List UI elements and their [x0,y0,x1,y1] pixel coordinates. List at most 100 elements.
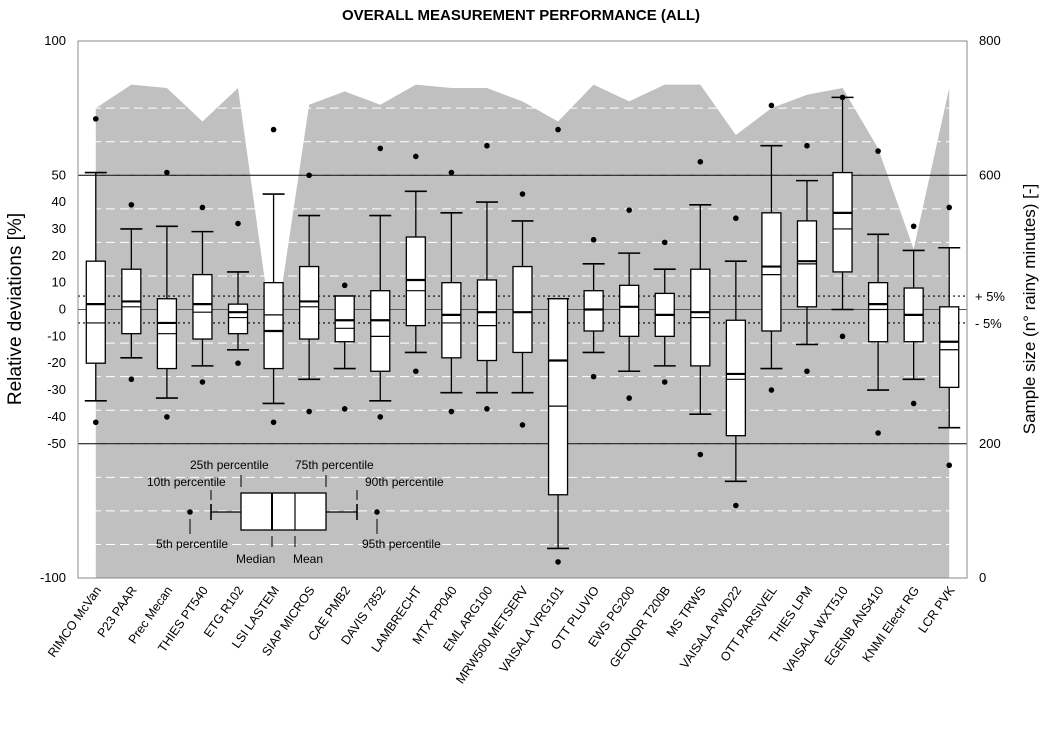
y-tick-label: 20 [52,248,66,263]
p95-point [946,204,953,211]
box-item [653,239,676,385]
y2-tick-label: 600 [979,167,1001,182]
y-tick-label: -10 [47,328,66,343]
box-item [120,201,143,383]
plot-frame [77,40,968,579]
legend-label-p95: 95th percentile [362,537,441,551]
box-item [191,204,214,385]
p5-point [92,419,99,426]
iqr-box [85,260,106,364]
legend-label-mean: Mean [293,552,323,566]
y2-tick-label: 800 [979,33,1001,48]
p95-point [697,159,704,165]
iqr-box [298,265,320,340]
y2-tick-label: 0 [979,570,986,585]
legend-box [240,492,327,531]
box-item [227,220,250,367]
p5-point [128,376,135,383]
y-tick-label: -20 [47,355,66,370]
p95-point [377,145,384,152]
legend-label-p25: 25th percentile [190,458,269,472]
p5-point [875,430,881,436]
p5-point [199,379,206,385]
iqr-box [583,290,604,332]
p95-point [448,169,455,176]
y-tick-label: 0 [59,302,66,317]
p95-point [270,126,277,133]
box-item [902,223,925,407]
y-tick-label: 50 [52,167,66,182]
legend-label-p90: 90th percentile [365,475,444,489]
box-item [867,148,890,436]
iqr-box [441,281,462,359]
x-tick-label: RIMCO McVan [45,584,104,660]
p5-point [590,373,597,380]
p95-point [92,116,99,122]
p95-point [804,142,810,149]
p5-point [413,368,419,375]
p5-point [626,395,632,401]
p5-point [661,379,668,385]
plot-area: + 5%- 5%-100-50-40-30-20-100102030405010… [40,33,1005,686]
box-item [369,145,392,420]
legend-p5-point [187,509,193,515]
box-item [84,116,107,426]
y-tick-label: 30 [52,221,66,236]
iqr-box [725,319,747,437]
iqr-box [263,281,284,370]
p95-point [661,239,668,246]
iqr-box [334,295,355,343]
legend-label-p75: 75th percentile [295,458,374,472]
y-tick-label: 40 [52,194,66,209]
p95-point [235,220,241,227]
box-item [938,204,961,469]
p95-point [413,153,419,160]
iqr-box [512,265,533,354]
p5-point [910,400,917,407]
chart-title: OVERALL MEASUREMENT PERFORMANCE (ALL) [342,7,700,24]
legend-label-p5: 5th percentile [156,537,228,551]
p95-point [341,282,348,289]
p95-point [199,204,206,211]
y2-tick-label: 200 [979,436,1001,451]
p5-point [804,368,810,375]
y2-axis-label: Sample size (n° rainy minutes) [-] [1020,184,1039,435]
x-tick-label: LCR PVK [916,583,959,635]
box-item [760,102,783,393]
box-item [547,126,570,565]
reference-label: + 5% [975,289,1005,304]
p5-point [377,414,384,420]
box-item [475,142,498,412]
iqr-box [405,236,426,327]
iqr-box [619,284,640,337]
p5-point [164,414,170,420]
y-tick-label: 10 [52,275,66,290]
box-item [795,142,818,375]
iqr-box [370,290,391,372]
y-tick-label: 100 [44,33,66,48]
p95-point [306,172,312,179]
iqr-box [547,298,569,496]
p5-point [235,360,241,367]
p95-point [555,126,561,133]
p95-point [839,94,846,101]
iqr-box [939,306,960,389]
iqr-box [192,273,213,340]
box-item [724,215,747,509]
box-item [689,159,712,458]
reference-label: - 5% [975,316,1002,331]
p95-point [484,142,490,149]
p95-point [733,215,739,222]
box-legend: 25th percentile 75th percentile 10th perce… [147,458,444,566]
y-axis-label: Relative deviations [%] [5,213,26,405]
box-item [333,282,356,412]
legend-p95-point [374,509,380,515]
p5-point [484,406,490,412]
p5-point [341,406,348,412]
p5-point [519,422,526,428]
y-tick-label: -100 [40,570,66,585]
p5-point [270,419,277,426]
y-tick-label: -40 [47,409,66,424]
iqr-box [476,279,498,362]
